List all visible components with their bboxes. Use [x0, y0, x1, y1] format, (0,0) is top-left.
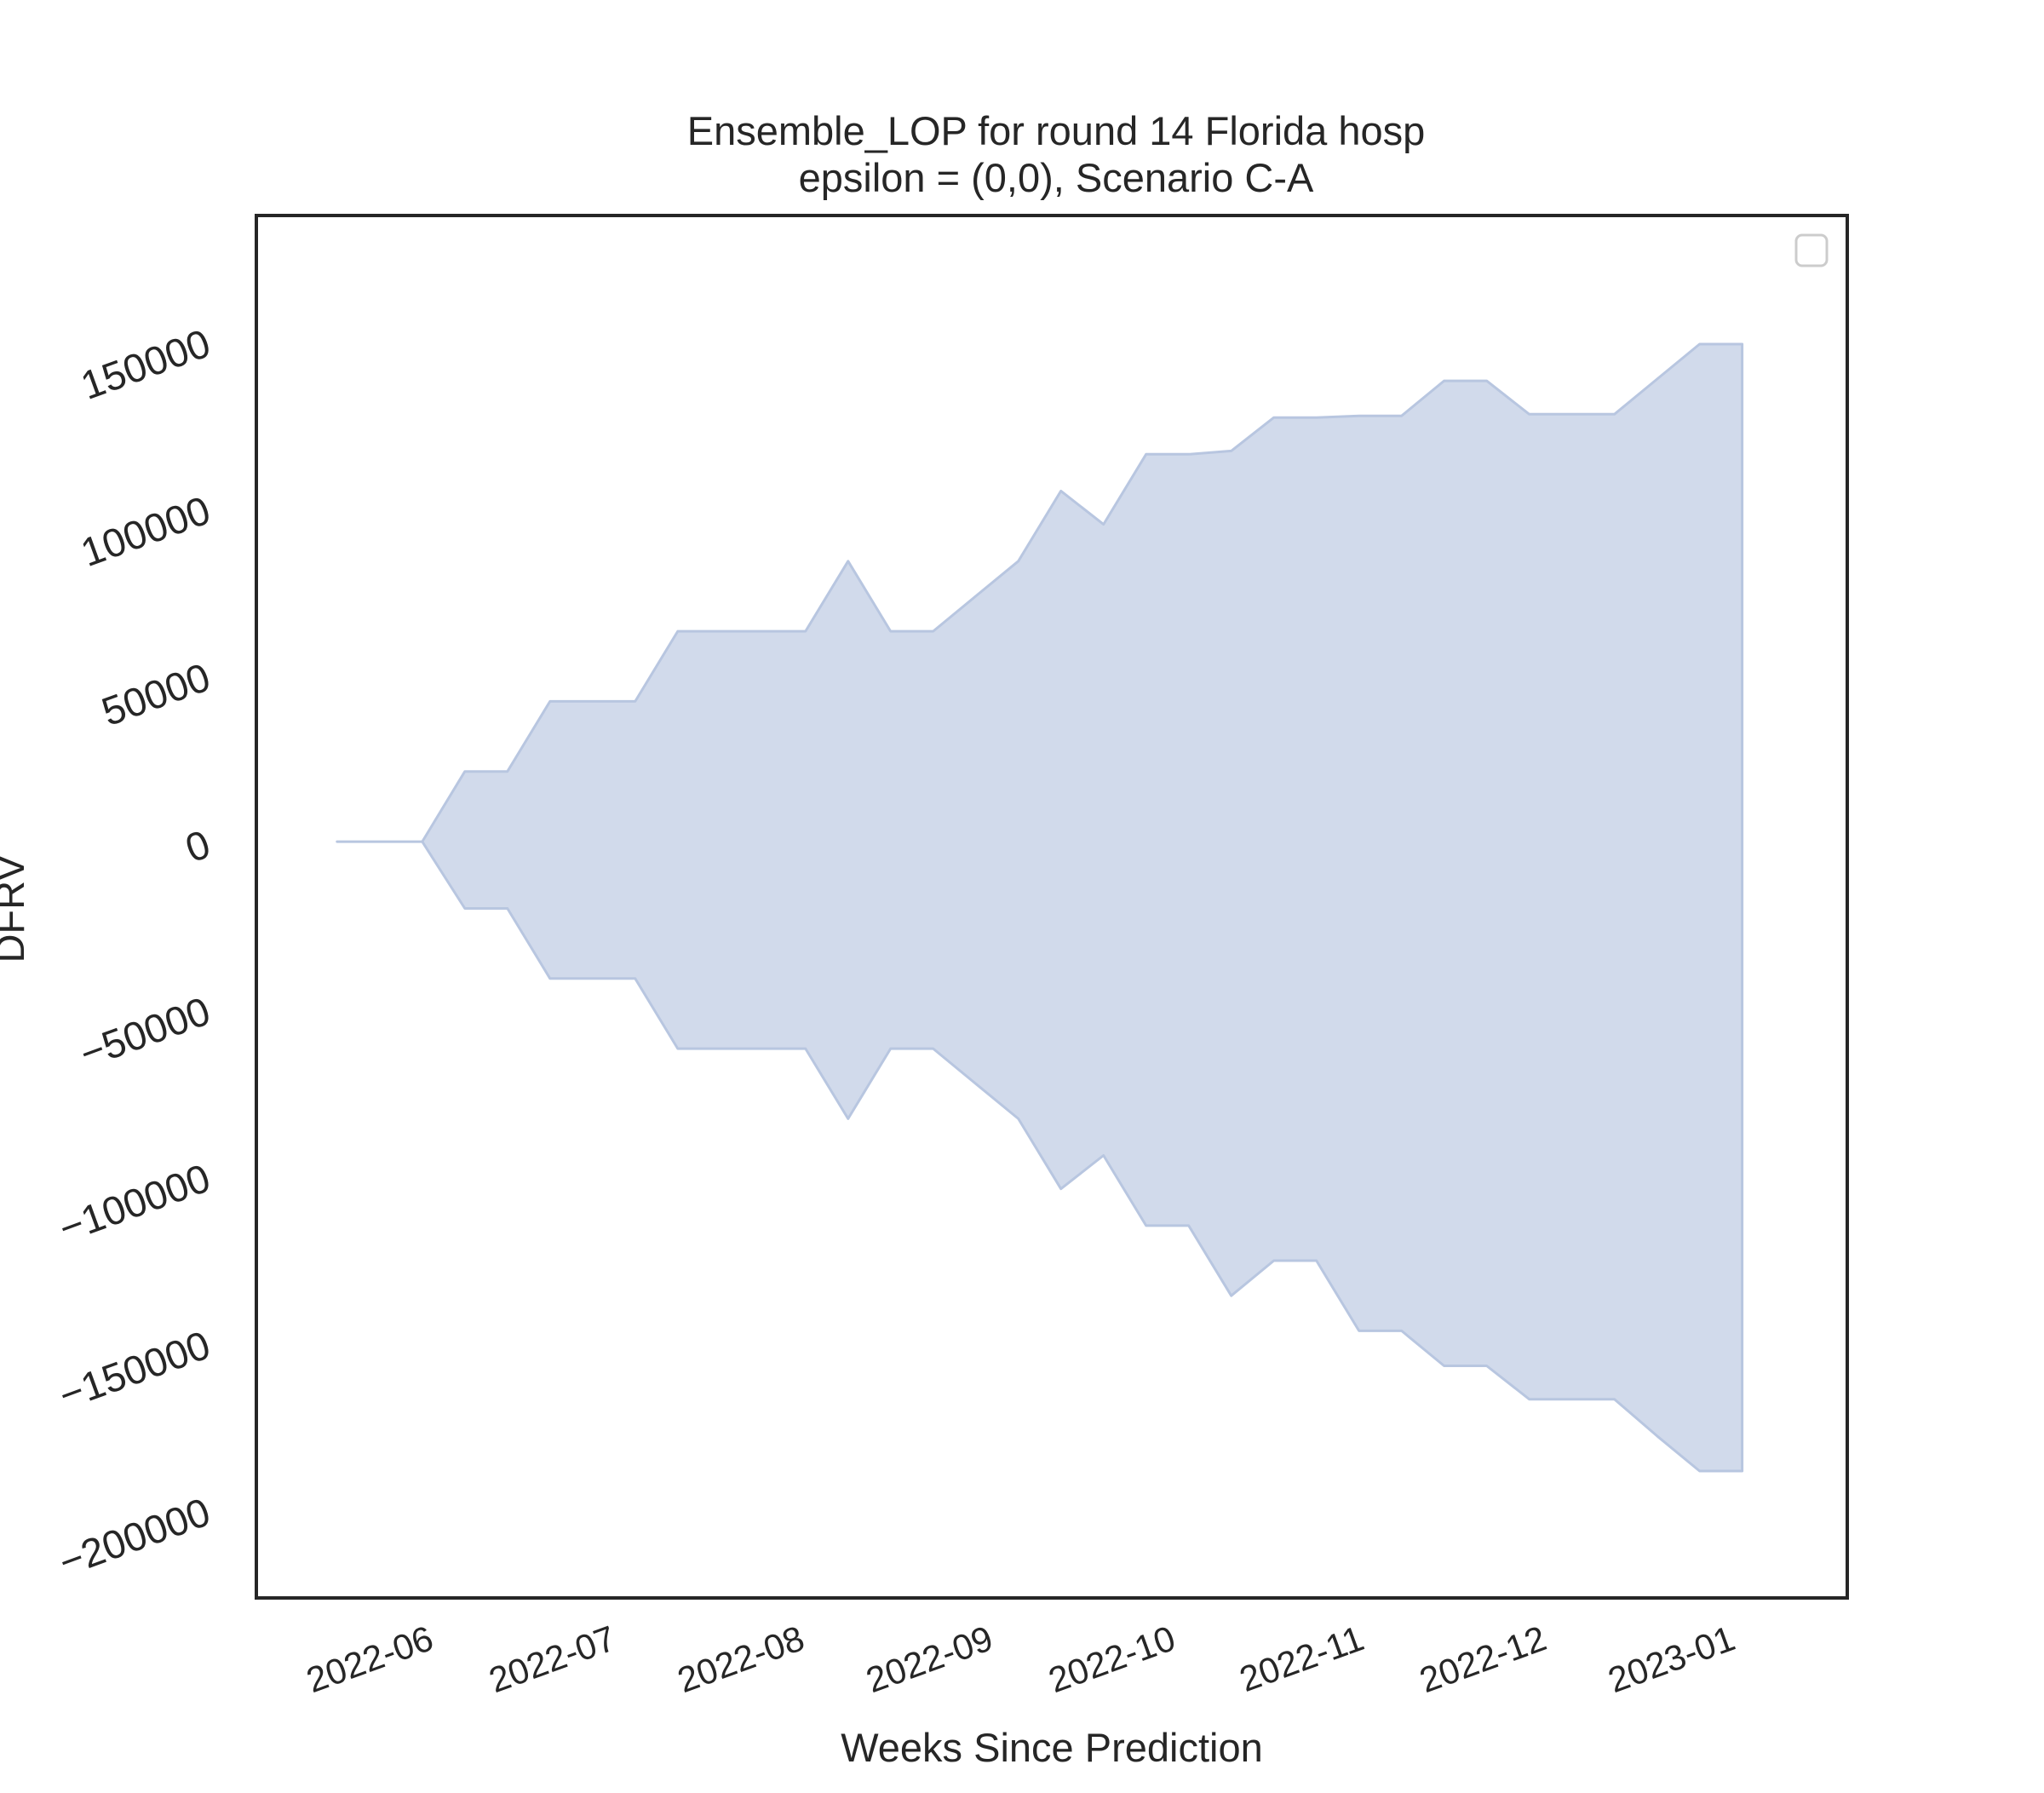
y-tick-label: 50000 — [95, 654, 215, 735]
plot-area — [336, 342, 1744, 1473]
x-tick-label: 2022-06 — [301, 1618, 439, 1700]
x-tick-label: 2023-01 — [1603, 1618, 1740, 1700]
x-tick-label: 2022-09 — [861, 1618, 998, 1700]
y-tick-label: 150000 — [75, 320, 216, 408]
x-tick-label: 2022-07 — [484, 1618, 621, 1700]
series-band-0 — [336, 342, 1744, 1473]
y-tick-label: −200000 — [53, 1489, 215, 1585]
chart-subtitle: epsilon = (0,0), Scenario C-A — [799, 155, 1314, 200]
y-axis-ticks: −200000 −150000 −100000 −50000 0 50000 100000 1… — [53, 320, 215, 1585]
x-axis-ticks: 2022-06 2022-07 2022-08 2022-09 2022-10 2022-… — [301, 1618, 1740, 1700]
y-tick-label: −50000 — [74, 988, 216, 1077]
x-axis-label: Weeks Since Prediction — [841, 1725, 1262, 1770]
x-tick-label: 2022-10 — [1043, 1618, 1180, 1700]
y-tick-label: −150000 — [53, 1322, 215, 1418]
plot-frame — [255, 214, 1849, 1600]
x-tick-label: 2022-08 — [672, 1618, 809, 1700]
y-axis-label: DFRV — [0, 854, 32, 963]
y-tick-label: −100000 — [53, 1155, 215, 1251]
y-tick-label: 100000 — [75, 487, 216, 575]
x-tick-label: 2022-11 — [1234, 1618, 1369, 1699]
legend-box — [1794, 233, 1829, 267]
chart-title: Ensemble_LOP for round 14 Florida hosp — [687, 108, 1426, 153]
x-tick-label: 2022-12 — [1415, 1618, 1552, 1700]
y-tick-label: 0 — [180, 821, 216, 871]
